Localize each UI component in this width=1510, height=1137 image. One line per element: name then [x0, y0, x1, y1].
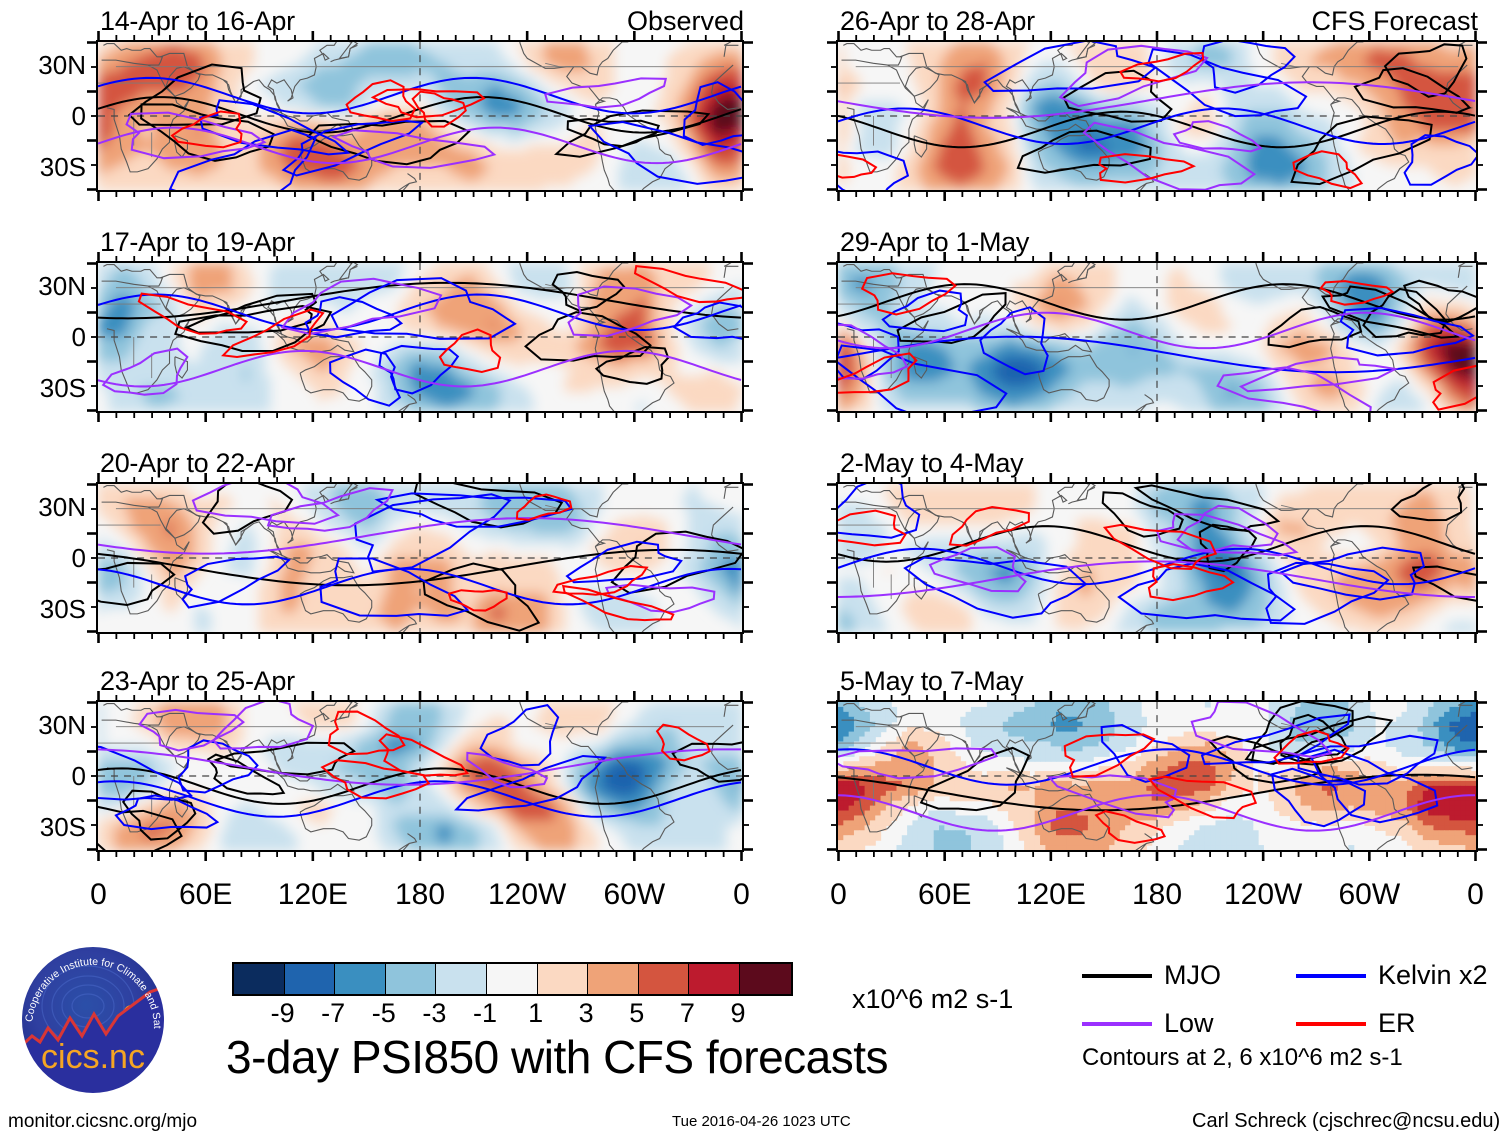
- legend-item-kelvin: Kelvin x2: [1296, 962, 1488, 989]
- x-tick-label: 60E: [179, 880, 232, 910]
- panel-title: 2-May to 4-May: [840, 450, 1024, 477]
- column-label-observed: Observed: [96, 8, 744, 35]
- footer-timestamp: Tue 2016-04-26 1023 UTC: [672, 1114, 851, 1129]
- y-tick-label: 0: [0, 545, 86, 571]
- colorbar-tick: 3: [579, 1000, 594, 1027]
- cics-nc-logo: Cooperative Institute for Climate and Sa…: [15, 935, 168, 1096]
- legend-label-kelvin: Kelvin x2: [1378, 962, 1488, 989]
- x-tick-label: 0: [90, 880, 107, 910]
- y-tick-label: 30N: [0, 52, 86, 78]
- legend-swatch-kelvin: [1296, 973, 1366, 978]
- panel-title: 5-May to 7-May: [840, 668, 1024, 695]
- legend-label-er: ER: [1378, 1010, 1416, 1037]
- x-tick-label: 180: [1132, 880, 1182, 910]
- map-panel[interactable]: [836, 700, 1478, 852]
- legend-item-er: ER: [1296, 1010, 1416, 1037]
- legend-label-mjo: MJO: [1164, 962, 1221, 989]
- x-tick-label: 60W: [1338, 880, 1400, 910]
- colorbar-tick: -1: [473, 1000, 497, 1027]
- colorbar-tick: -9: [271, 1000, 295, 1027]
- y-tick-label: 30S: [0, 154, 86, 180]
- colorbar-segment: [436, 964, 487, 994]
- x-tick-label: 120W: [488, 880, 566, 910]
- colorbar-segment: [588, 964, 639, 994]
- x-tick-label: 60W: [603, 880, 665, 910]
- panel-title: 23-Apr to 25-Apr: [100, 668, 295, 695]
- x-tick-label: 120W: [1224, 880, 1302, 910]
- map-panel[interactable]: [96, 40, 744, 192]
- x-axis-forecast: 0 60E 120E 180 120W 60W 0: [830, 880, 1484, 916]
- colorbar-segment: [284, 964, 336, 994]
- legend-item-low: Low: [1082, 1010, 1214, 1037]
- colorbar-segment: [234, 964, 285, 994]
- logo-wordmark: cics.nc: [41, 1038, 145, 1076]
- colorbar: [232, 962, 793, 996]
- map-panel[interactable]: [836, 40, 1478, 192]
- y-tick-label: 0: [0, 763, 86, 789]
- map-panel[interactable]: [836, 482, 1478, 634]
- colorbar-segment: [638, 964, 690, 994]
- colorbar-segment: [385, 964, 437, 994]
- y-tick-label: 30S: [0, 596, 86, 622]
- x-tick-label: 0: [733, 880, 750, 910]
- x-tick-label: 60E: [918, 880, 971, 910]
- colorbar-segment: [335, 964, 386, 994]
- colorbar-tick: 7: [680, 1000, 695, 1027]
- y-tick-label: 0: [0, 324, 86, 350]
- panel-title: 20-Apr to 22-Apr: [100, 450, 295, 477]
- x-tick-label: 120E: [1016, 880, 1086, 910]
- figure-title: 3-day PSI850 with CFS forecasts: [226, 1034, 889, 1080]
- x-tick-label: 0: [830, 880, 847, 910]
- panel-title: 14-Apr to 16-Apr: [100, 8, 295, 35]
- y-tick-label: 30N: [0, 273, 86, 299]
- map-panel[interactable]: [96, 700, 744, 852]
- y-tick-label: 30N: [0, 712, 86, 738]
- y-tick-label: 0: [0, 103, 86, 129]
- x-tick-label: 180: [395, 880, 445, 910]
- map-panel[interactable]: [96, 482, 744, 634]
- colorbar-segment: [689, 964, 740, 994]
- panel-title: 17-Apr to 19-Apr: [100, 229, 295, 256]
- colorbar-units: x10^6 m2 s-1: [852, 986, 1013, 1013]
- colorbar-tick-labels: -9 -7 -5 -3 -1 1 3 5 7 9: [232, 1000, 792, 1030]
- panel-title: 29-Apr to 1-May: [840, 229, 1029, 256]
- contour-legend: MJO Kelvin x2 Low ER: [1082, 962, 1502, 1052]
- map-panel[interactable]: [836, 261, 1478, 413]
- legend-item-mjo: MJO: [1082, 962, 1221, 989]
- y-tick-label: 30S: [0, 375, 86, 401]
- legend-swatch-er: [1296, 1021, 1366, 1026]
- legend-swatch-mjo: [1082, 973, 1152, 978]
- colorbar-segment: [739, 964, 791, 994]
- colorbar-segment: [537, 964, 589, 994]
- y-tick-label: 30N: [0, 494, 86, 520]
- map-panel[interactable]: [96, 261, 744, 413]
- y-tick-label: 30S: [0, 814, 86, 840]
- legend-label-low: Low: [1164, 1010, 1214, 1037]
- panel-title: 26-Apr to 28-Apr: [840, 8, 1035, 35]
- footer-url[interactable]: monitor.cicsnc.org/mjo: [8, 1112, 197, 1131]
- colorbar-tick: 5: [629, 1000, 644, 1027]
- x-tick-label: 120E: [278, 880, 348, 910]
- x-tick-label: 0: [1467, 880, 1484, 910]
- colorbar-tick: -3: [422, 1000, 446, 1027]
- column-label-forecast: CFS Forecast: [836, 8, 1478, 35]
- colorbar-segment: [486, 964, 538, 994]
- contour-note: Contours at 2, 6 x10^6 m2 s-1: [1082, 1046, 1403, 1070]
- footer-author: Carl Schreck (cjschrec@ncsu.edu): [1192, 1111, 1500, 1131]
- x-axis-observed: 0 60E 120E 180 120W 60W 0: [90, 880, 750, 916]
- colorbar-tick: 1: [528, 1000, 543, 1027]
- legend-swatch-low: [1082, 1021, 1152, 1026]
- colorbar-tick: 9: [730, 1000, 745, 1027]
- colorbar-tick: -7: [321, 1000, 345, 1027]
- colorbar-tick: -5: [372, 1000, 396, 1027]
